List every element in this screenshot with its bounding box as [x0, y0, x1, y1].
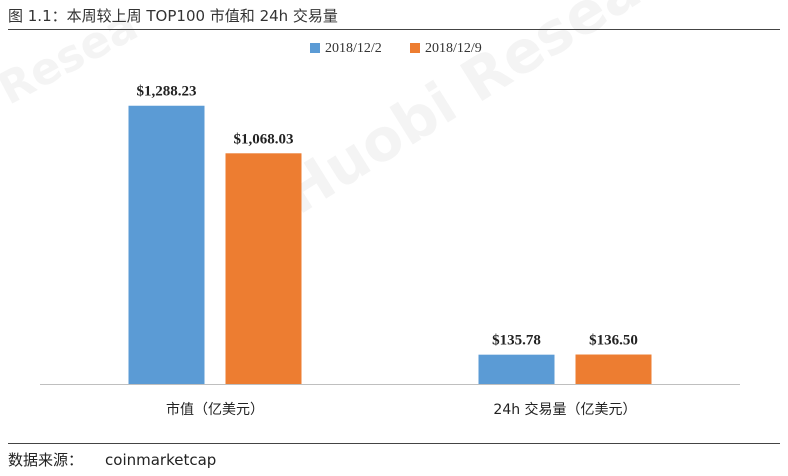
bar-chart: 2018/12/2 2018/12/9 $1,288.23 $1,068.03 $13… [40, 41, 740, 418]
data-label-s2-c1: $1,068.03 [234, 131, 294, 147]
x-tick-label-1: 市值（亿美元） [166, 401, 264, 418]
chart-bars [128, 105, 652, 385]
title-divider [8, 29, 780, 30]
data-label-s2-c2: $136.50 [589, 333, 638, 349]
legend-label-2: 2018/12/9 [425, 41, 482, 56]
bar-s1-c1 [128, 105, 205, 385]
source-label: 数据来源： [8, 451, 84, 469]
legend-label-1: 2018/12/2 [325, 41, 382, 56]
figure-title: 图 1.1：本周较上周 TOP100 市值和 24h 交易量 [8, 7, 338, 25]
bar-s2-c2 [575, 354, 652, 384]
data-label-s1-c1: $1,288.23 [137, 84, 197, 100]
source-value: coinmarketcap [105, 451, 217, 469]
source-note: 数据来源： coinmarketcap [8, 449, 216, 470]
legend-swatch-2 [410, 43, 420, 53]
bar-s1-c2 [478, 354, 555, 384]
x-axis-tick-labels: 市值（亿美元） 24h 交易量（亿美元） [166, 401, 637, 418]
source-divider [8, 443, 780, 444]
bar-s2-c1 [225, 153, 302, 384]
x-tick-label-2: 24h 交易量（亿美元） [493, 401, 636, 418]
data-label-s1-c2: $135.78 [492, 333, 541, 349]
legend-swatch-1 [310, 43, 320, 53]
chart-value-labels: $1,288.23 $1,068.03 $135.78 $136.50 [137, 84, 638, 349]
chart-legend: 2018/12/2 2018/12/9 [310, 41, 482, 56]
